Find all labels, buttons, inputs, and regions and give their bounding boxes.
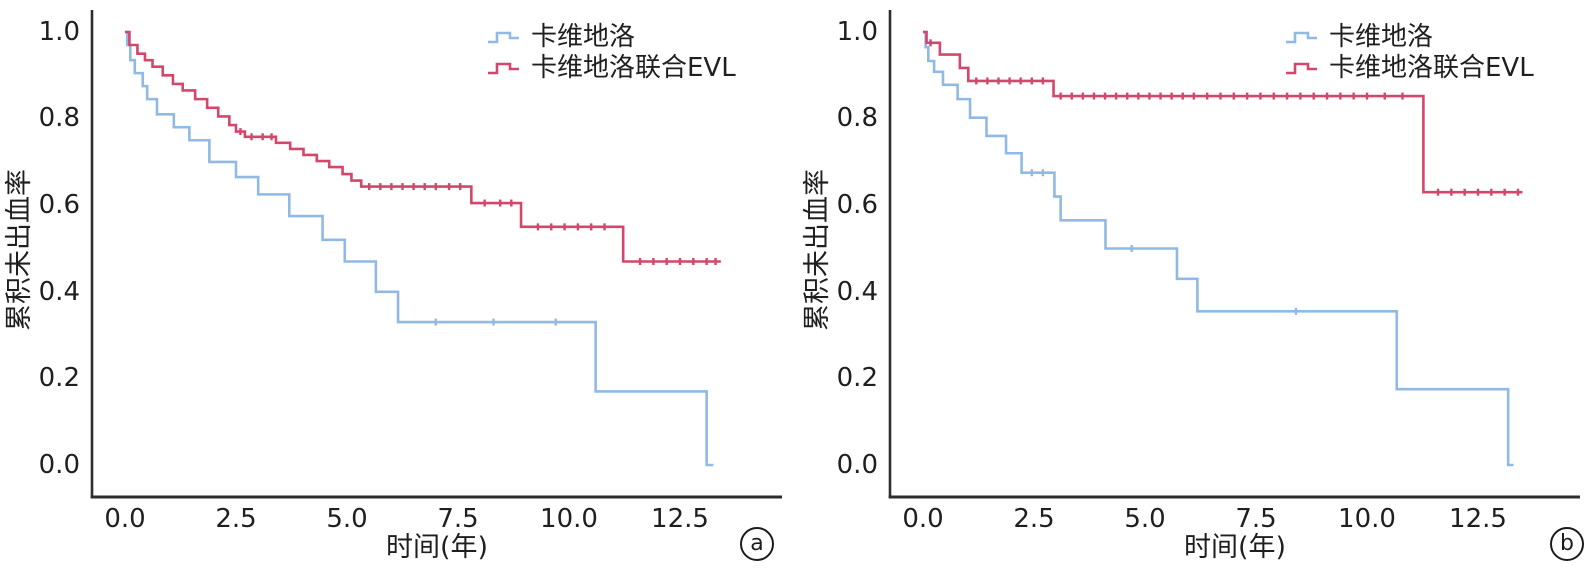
- legend-label: 卡维地洛联合EVL: [1329, 53, 1534, 83]
- x-tick-label: 2.5: [1013, 504, 1055, 534]
- y-tick-label: 1.0: [38, 17, 80, 47]
- step-line-icon: [488, 31, 519, 44]
- legend-label: 卡维地洛: [531, 22, 636, 52]
- y-tick-label: 0.4: [38, 277, 80, 307]
- y-tick-label: 1.0: [836, 17, 878, 47]
- step-line-icon: [1286, 31, 1317, 44]
- y-tick-label: 0.2: [836, 363, 878, 393]
- panel-letter-a: a: [740, 527, 774, 561]
- legend: 卡维地洛 卡维地洛联合EVL: [1284, 22, 1534, 83]
- legend-item-carvedilol-evl: 卡维地洛联合EVL: [1284, 53, 1534, 83]
- y-tick-label: 0.4: [836, 277, 878, 307]
- x-tick-label: 12.5: [1449, 504, 1507, 534]
- panel-b: 累积未出血率 1.0 0.8 0.6 0.4 0.2 0.0 0.0 2.5 5…: [798, 0, 1595, 575]
- y-tick-label: 0.8: [836, 103, 878, 133]
- x-axis-title: 时间(年): [385, 532, 489, 563]
- y-axis-title: 累积未出血率: [802, 169, 833, 331]
- x-tick-label: 5.0: [326, 504, 368, 534]
- y-tick-label: 0.0: [38, 450, 80, 480]
- y-tick-label: 0.6: [836, 190, 878, 220]
- legend-item-carvedilol: 卡维地洛: [1284, 22, 1534, 52]
- legend: 卡维地洛 卡维地洛联合EVL: [486, 22, 736, 83]
- x-axis-title: 时间(年): [1183, 532, 1287, 563]
- step-line-icon: [488, 62, 519, 75]
- y-tick-label: 0.2: [38, 363, 80, 393]
- legend-item-carvedilol: 卡维地洛: [486, 22, 736, 52]
- panel-letter-b: b: [1550, 527, 1584, 561]
- legend-label: 卡维地洛: [1329, 22, 1434, 52]
- panel-a: 累积未出血率 1.0 0.8 0.6 0.4 0.2 0.0 0.0 2.5 5…: [0, 0, 797, 575]
- x-tick-label: 12.5: [651, 504, 709, 534]
- legend-label: 卡维地洛联合EVL: [531, 53, 736, 83]
- x-tick-label: 7.5: [1235, 504, 1277, 534]
- y-tick-label: 0.0: [836, 450, 878, 480]
- km-plot-b: [888, 10, 1580, 499]
- x-tick-label: 10.0: [540, 504, 598, 534]
- x-tick-label: 2.5: [215, 504, 257, 534]
- km-plot-a: [90, 10, 782, 499]
- y-axis-title: 累积未出血率: [4, 169, 35, 331]
- step-line-icon: [1286, 62, 1317, 75]
- x-tick-label: 0.0: [902, 504, 944, 534]
- x-tick-label: 5.0: [1124, 504, 1166, 534]
- x-tick-label: 7.5: [437, 504, 479, 534]
- x-tick-label: 10.0: [1338, 504, 1396, 534]
- legend-item-carvedilol-evl: 卡维地洛联合EVL: [486, 53, 736, 83]
- y-tick-label: 0.8: [38, 103, 80, 133]
- x-tick-label: 0.0: [104, 504, 146, 534]
- y-tick-label: 0.6: [38, 190, 80, 220]
